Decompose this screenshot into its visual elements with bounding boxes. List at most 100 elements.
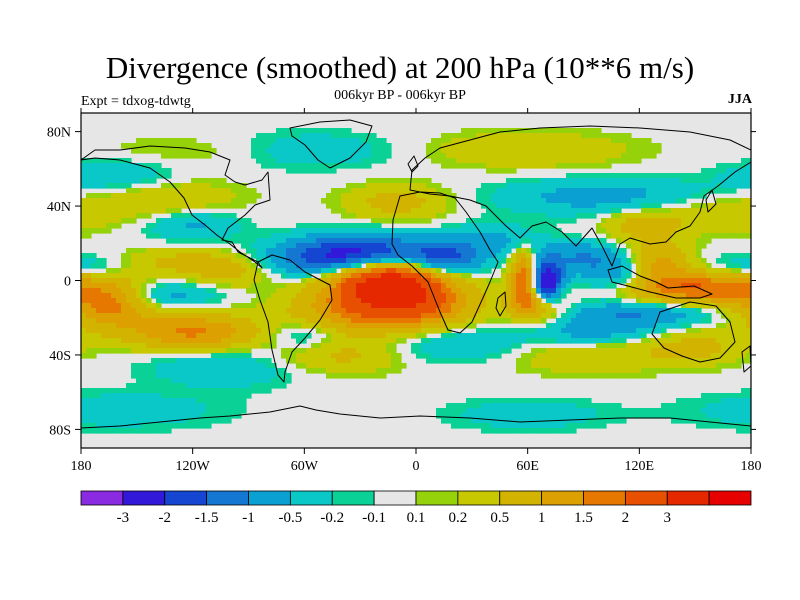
field-cell	[651, 178, 657, 184]
field-cell	[196, 273, 202, 279]
field-cell	[676, 353, 682, 359]
field-cell	[736, 343, 742, 349]
field-cell	[551, 143, 557, 149]
field-cell	[561, 348, 567, 354]
field-cell	[286, 228, 292, 234]
field-cell	[506, 158, 512, 164]
field-cell	[541, 228, 547, 234]
field-cell	[321, 293, 327, 299]
field-cell	[601, 263, 607, 269]
field-cell	[616, 258, 622, 264]
field-cell	[736, 168, 742, 174]
field-cell	[521, 188, 527, 194]
field-cell	[336, 158, 342, 164]
field-cell	[426, 253, 432, 259]
field-cell	[361, 333, 367, 339]
field-cell	[266, 238, 272, 244]
field-cell	[411, 228, 417, 234]
field-cell	[716, 198, 722, 204]
field-cell	[241, 273, 247, 279]
field-cell	[361, 293, 367, 299]
field-cell	[676, 338, 682, 344]
field-cell	[651, 323, 657, 329]
field-cell	[736, 223, 742, 229]
field-cell	[146, 138, 152, 144]
field-cell	[631, 188, 637, 194]
field-cell	[171, 323, 177, 329]
field-cell	[621, 153, 627, 159]
field-cell	[346, 143, 352, 149]
field-cell	[206, 253, 212, 259]
field-cell	[526, 298, 532, 304]
field-cell	[216, 258, 222, 264]
field-cell	[736, 163, 742, 169]
field-cell	[561, 283, 567, 289]
field-cell	[301, 318, 307, 324]
field-cell	[566, 258, 572, 264]
field-cell	[576, 308, 582, 314]
field-cell	[411, 288, 417, 294]
field-cell	[731, 273, 737, 279]
field-cell	[321, 168, 327, 174]
field-cell	[661, 358, 667, 364]
field-cell	[746, 223, 751, 229]
field-cell	[416, 313, 422, 319]
field-cell	[286, 288, 292, 294]
field-cell	[466, 268, 472, 274]
field-cell	[556, 183, 562, 189]
field-cell	[491, 318, 497, 324]
field-cell	[196, 278, 202, 284]
field-cell	[86, 193, 92, 199]
field-cell	[256, 273, 262, 279]
field-cell	[126, 163, 132, 169]
field-cell	[616, 228, 622, 234]
field-cell	[261, 148, 267, 154]
field-cell	[611, 328, 617, 334]
field-cell	[596, 303, 602, 309]
field-cell	[426, 143, 432, 149]
field-cell	[726, 198, 732, 204]
field-cell	[411, 258, 417, 264]
field-cell	[416, 228, 422, 234]
field-cell	[186, 248, 192, 254]
field-cell	[386, 148, 392, 154]
field-cell	[571, 133, 577, 139]
field-cell	[511, 333, 517, 339]
field-cell	[86, 313, 92, 319]
field-cell	[146, 348, 152, 354]
field-cell	[121, 193, 127, 199]
field-cell	[121, 178, 127, 184]
field-cell	[326, 348, 332, 354]
field-cell	[391, 328, 397, 334]
field-cell	[616, 263, 622, 269]
field-cell	[131, 268, 137, 274]
field-cell	[736, 318, 742, 324]
field-cell	[646, 283, 652, 289]
field-cell	[526, 228, 532, 234]
field-cell	[296, 153, 302, 159]
field-cell	[546, 348, 552, 354]
field-cell	[641, 328, 647, 334]
field-cell	[701, 313, 707, 319]
field-cell	[301, 348, 307, 354]
field-cell	[111, 308, 117, 314]
field-cell	[316, 268, 322, 274]
field-cell	[391, 353, 397, 359]
field-cell	[446, 228, 452, 234]
field-cell	[476, 348, 482, 354]
field-cell	[386, 278, 392, 284]
field-cell	[296, 158, 302, 164]
field-cell	[681, 238, 687, 244]
field-cell	[576, 133, 582, 139]
field-cell	[626, 178, 632, 184]
field-cell	[511, 253, 517, 259]
field-cell	[641, 238, 647, 244]
field-cell	[716, 213, 722, 219]
field-cell	[496, 203, 502, 209]
field-cell	[176, 273, 182, 279]
field-cell	[646, 203, 652, 209]
field-cell	[641, 178, 647, 184]
field-cell	[151, 138, 157, 144]
field-cell	[581, 198, 587, 204]
field-cell	[636, 308, 642, 314]
